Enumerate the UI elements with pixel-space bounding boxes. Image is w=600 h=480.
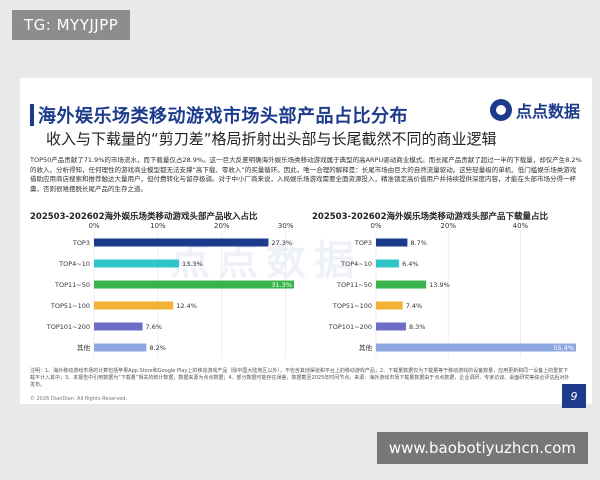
bar — [94, 259, 179, 268]
x-tick-label: 20% — [214, 222, 230, 230]
category-label: TOP4~10 — [340, 260, 372, 268]
category-label: 其他 — [359, 343, 373, 352]
data-label: 12.4% — [176, 302, 197, 310]
category-label: TOP4~10 — [58, 260, 90, 268]
data-label: 27.3% — [271, 239, 292, 247]
data-label: 6.4% — [402, 260, 419, 268]
download-chart-title: 202503-202602海外娱乐场类移动游戏头部产品下载量占比 — [312, 212, 549, 222]
data-label: 31.3% — [271, 281, 292, 289]
title-accent-bar — [30, 104, 34, 126]
x-tick-label: 10% — [150, 222, 166, 230]
bar — [94, 238, 269, 247]
data-label: 7.6% — [146, 323, 163, 331]
bar — [376, 280, 427, 289]
bar — [94, 343, 147, 352]
data-label: 8.7% — [410, 239, 427, 247]
bar — [376, 259, 400, 268]
x-tick-label: 0% — [88, 222, 99, 230]
bar — [94, 301, 174, 310]
logo-text: 点点数据 — [515, 102, 580, 121]
page-title: 海外娱乐场类移动游戏市场头部产品占比分布 — [38, 106, 408, 127]
category-label: TOP3 — [354, 239, 372, 247]
copyright: © 2026 DianDian. All Rights Reserved. — [30, 396, 128, 402]
category-label: TOP11~50 — [336, 281, 372, 289]
channel-tag: TG: MYYJJPP — [12, 10, 131, 40]
category-label: TOP101~200 — [46, 323, 90, 331]
description-paragraph: TOP50产品贡献了71.9%的市场流水，而下载量仅占28.9%。这一巨大反差明… — [30, 156, 582, 193]
category-label: 其他 — [77, 343, 91, 352]
category-label: TOP101~200 — [328, 323, 372, 331]
x-tick-label: 0% — [370, 222, 381, 230]
footnote: 注明：1、海外移动游戏市场的计算包括苹果App Store和Google Pla… — [30, 368, 570, 388]
data-label: 7.4% — [406, 302, 423, 310]
revenue-share-chart: 0% 10% 20% 30% TOP3 27.3% TOP4~10 13.3% TOP11~50… — [46, 222, 294, 358]
site-url-banner: www.baobotiyuzhcn.com — [376, 432, 588, 464]
revenue-chart-title: 202503-202602海外娱乐场类移动游戏头部产品收入占比 — [30, 212, 258, 222]
bar — [376, 343, 576, 352]
category-label: TOP51~100 — [332, 302, 372, 310]
bar — [376, 238, 408, 247]
data-label: 13.9% — [429, 281, 450, 289]
brand-logo: 点点数据 — [489, 98, 580, 122]
category-label: TOP51~100 — [50, 302, 90, 310]
report-slide: 点点数据 海外娱乐场类移动游戏市场头部产品占比分布 收入与下载量的“剪刀差”格局… — [20, 78, 592, 408]
data-label: 13.3% — [182, 260, 203, 268]
category-label: TOP11~50 — [54, 281, 90, 289]
page-number: 9 — [562, 384, 586, 408]
bar — [376, 301, 403, 310]
category-label: TOP3 — [72, 239, 90, 247]
data-label: 8.3% — [409, 323, 426, 331]
bar — [94, 322, 143, 331]
bar — [94, 280, 294, 289]
bar — [376, 322, 406, 331]
download-share-chart: 0% 20% 40% TOP3 8.7% TOP4~10 6.4% TOP11~50 13.9%… — [328, 222, 576, 358]
x-tick-label: 30% — [278, 222, 294, 230]
x-tick-label: 40% — [513, 222, 529, 230]
data-label: 8.2% — [149, 344, 166, 352]
page-subtitle: 收入与下载量的“剪刀差”格局折射出头部与长尾截然不同的商业逻辑 — [46, 130, 497, 148]
data-label: 55.4% — [553, 344, 574, 352]
x-tick-label: 20% — [440, 222, 456, 230]
logo-icon — [489, 99, 512, 121]
